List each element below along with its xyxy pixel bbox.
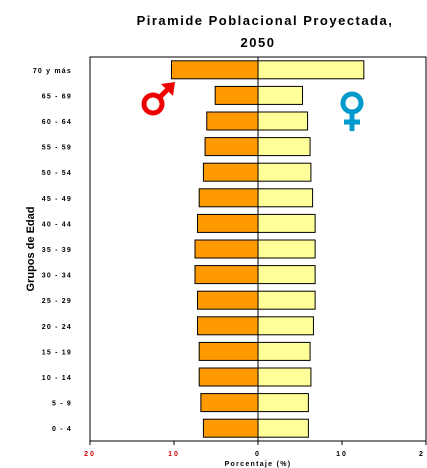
y-tick-label: 65 - 69 bbox=[42, 93, 72, 100]
bar-female-10-14 bbox=[257, 367, 312, 387]
x-tick-label: 10 bbox=[336, 451, 348, 458]
bar-male-65-69 bbox=[214, 85, 259, 105]
bar-male-60-64 bbox=[206, 111, 259, 131]
bar-female-0-4 bbox=[257, 418, 309, 438]
y-axis-label: Grupos de Edad bbox=[25, 207, 37, 292]
bar-female-45-49 bbox=[257, 188, 314, 208]
bar-male-55-59 bbox=[204, 137, 259, 157]
y-tick-label: 25 - 29 bbox=[42, 298, 72, 305]
x-tick-label: 0 bbox=[255, 451, 261, 458]
male-symbol-icon bbox=[141, 82, 175, 116]
x-tick-label: 2 bbox=[419, 451, 425, 458]
y-tick-label: 0 - 4 bbox=[52, 426, 72, 433]
bar-female-20-24 bbox=[257, 316, 314, 336]
bar-male-5-9 bbox=[200, 393, 259, 413]
y-tick-label: 5 - 9 bbox=[52, 401, 72, 408]
bar-male-20-24 bbox=[197, 316, 259, 336]
bar-female-60-64 bbox=[257, 111, 309, 131]
y-tick-label: 60 - 64 bbox=[42, 119, 72, 126]
y-tick-labels: 70 y más 65 - 69 60 - 64 55 - 59 50 - 54 45 -… bbox=[33, 68, 72, 433]
x-axis-label: Porcentaje (%) bbox=[225, 461, 292, 468]
bar-female-5-9 bbox=[257, 393, 309, 413]
bar-male-40-44 bbox=[197, 213, 259, 233]
bars-group bbox=[170, 60, 365, 438]
x-tick-labels: 20 10 0 10 2 bbox=[84, 441, 427, 458]
bar-female-25-29 bbox=[257, 290, 316, 310]
bar-female-65-69 bbox=[257, 85, 304, 105]
bar-male-70-y-más bbox=[170, 60, 259, 80]
bar-male-30-34 bbox=[194, 265, 259, 285]
y-tick-label: 40 - 44 bbox=[42, 221, 72, 228]
bar-female-70-y-más bbox=[257, 60, 365, 80]
y-tick-label: 30 - 34 bbox=[42, 273, 72, 280]
y-tick-label: 10 - 14 bbox=[42, 375, 72, 382]
y-tick-label: 15 - 19 bbox=[42, 349, 72, 356]
bar-male-10-14 bbox=[198, 367, 259, 387]
female-symbol-icon bbox=[340, 91, 364, 131]
y-tick-label: 45 - 49 bbox=[42, 196, 72, 203]
bar-female-30-34 bbox=[257, 265, 316, 285]
bar-female-55-59 bbox=[257, 137, 311, 157]
bar-male-45-49 bbox=[198, 188, 259, 208]
bar-male-15-19 bbox=[198, 341, 259, 361]
x-tick-label: 10 bbox=[168, 451, 180, 458]
y-tick-label: 50 - 54 bbox=[42, 170, 72, 177]
y-tick-label: 55 - 59 bbox=[42, 145, 72, 152]
y-tick-label: 20 - 24 bbox=[42, 324, 72, 331]
y-tick-label: 70 y más bbox=[33, 68, 72, 75]
bar-male-0-4 bbox=[202, 418, 259, 438]
bar-male-35-39 bbox=[194, 239, 259, 259]
y-tick-label: 35 - 39 bbox=[42, 247, 72, 254]
bar-female-50-54 bbox=[257, 162, 312, 182]
chart-title-line2: 2050 bbox=[241, 35, 276, 50]
bar-male-50-54 bbox=[202, 162, 259, 182]
x-tick-label: 20 bbox=[84, 451, 96, 458]
bar-female-35-39 bbox=[257, 239, 316, 259]
bar-female-15-19 bbox=[257, 341, 311, 361]
chart-title-line1: Piramide Poblacional Proyectada, bbox=[137, 13, 394, 28]
bar-male-25-29 bbox=[197, 290, 259, 310]
bar-female-40-44 bbox=[257, 213, 316, 233]
